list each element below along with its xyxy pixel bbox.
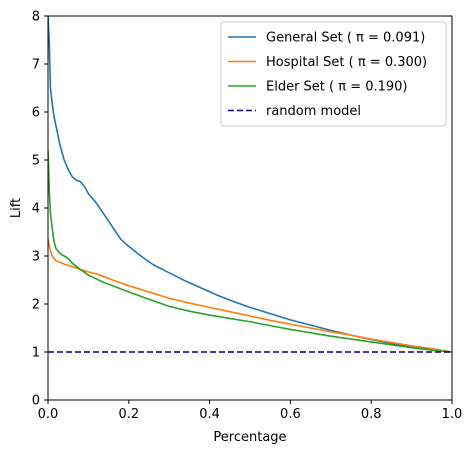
x-tick-label: 0.0	[38, 407, 59, 422]
x-tick-label: 0.6	[280, 407, 301, 422]
legend-label: random model	[266, 104, 361, 119]
series-line-0	[48, 16, 452, 353]
x-tick-label: 0.8	[361, 407, 382, 422]
legend-label: Hospital Set ( π = 0.300)	[266, 55, 427, 70]
series-layer	[48, 16, 452, 353]
axes-layer: 0.0 0.2 0.4 0.6 0.8 1.0 0 1 2 3 4 5 6 7 8	[32, 10, 463, 423]
x-tick-label: 0.4	[199, 407, 220, 422]
y-tick-label: 8	[32, 10, 40, 25]
y-tick-label: 4	[32, 202, 40, 217]
y-axis-label: Lift	[9, 198, 24, 218]
legend: General Set ( π = 0.091) Hospital Set ( π…	[220, 21, 447, 127]
x-tick-label: 0.2	[118, 407, 139, 422]
y-tick-label: 5	[32, 154, 40, 169]
y-tick-label: 2	[32, 298, 40, 313]
y-tick-label: 0	[32, 394, 40, 409]
y-tick-label: 7	[32, 58, 40, 73]
y-tick-label: 6	[32, 106, 40, 121]
legend-label: General Set ( π = 0.091)	[266, 31, 425, 46]
series-line-1	[48, 239, 452, 353]
y-tick-label: 1	[32, 346, 40, 361]
legend-label: Elder Set ( π = 0.190)	[266, 80, 408, 95]
x-axis-label: Percentage	[213, 430, 286, 445]
x-tick-label: 1.0	[442, 407, 463, 422]
y-tick-label: 3	[32, 250, 40, 265]
series-line-2	[48, 150, 452, 353]
legend-box	[220, 21, 447, 127]
